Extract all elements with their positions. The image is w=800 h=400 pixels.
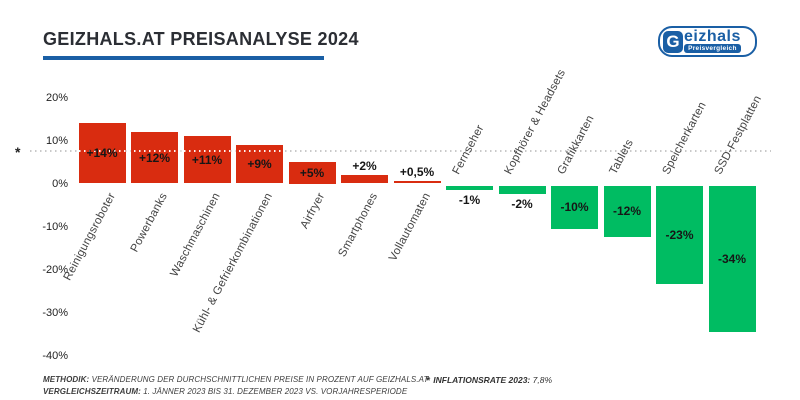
bar-value-label: +9% xyxy=(247,157,272,172)
y-axis-tick-label: -40% xyxy=(42,349,68,362)
inflation-footnote: * INFLATIONSRATE 2023: 7,8% xyxy=(426,375,552,387)
bar-value-label: -23% xyxy=(665,227,694,242)
y-axis-tick-label: -20% xyxy=(42,263,68,276)
category-label: Powerbanks xyxy=(128,191,171,255)
zeitraum-line: VERGLEICHSZEITRAUM: 1. JÄNNER 2023 BIS 3… xyxy=(43,386,428,398)
bar-value-label: +14% xyxy=(86,146,118,161)
bar xyxy=(498,185,546,195)
bar-value-label: +12% xyxy=(138,150,171,165)
category-label: Reinigungsroboter xyxy=(61,191,118,283)
bar xyxy=(603,185,651,238)
title-underline xyxy=(43,56,324,60)
y-axis-tick-label: 10% xyxy=(45,134,68,147)
category-label: Kopfhörer & Headsets xyxy=(502,67,569,177)
y-axis-tick-label: -30% xyxy=(42,306,68,319)
bar-value-label: -12% xyxy=(612,204,641,219)
category-label: Speicherkarten xyxy=(660,100,709,177)
inflation-reference-line-overlay xyxy=(78,150,283,152)
footnote-asterisk: * xyxy=(426,375,431,387)
logo-g-icon: G xyxy=(663,30,683,53)
category-label: Vollautomaten xyxy=(386,191,433,264)
inflation-asterisk: * xyxy=(15,144,21,160)
methodik-label: METHODIK: xyxy=(43,375,90,384)
y-axis-tick-label: 20% xyxy=(45,91,68,104)
logo-tagline: Preisvergleich xyxy=(684,44,741,53)
page-title: GEIZHALS.AT PREISANALYSE 2024 xyxy=(43,29,359,49)
geizhals-logo: G eizhals Preisvergleich xyxy=(658,26,757,57)
footnote-label: INFLATIONSRATE 2023: xyxy=(433,375,531,385)
methodik-line: METHODIK: VERÄNDERUNG DER DURCHSCHNITTLI… xyxy=(43,374,428,386)
category-label: Smartphones xyxy=(336,191,381,259)
zeitraum-text: 1. JÄNNER 2023 BIS 31. DEZEMBER 2023 VS.… xyxy=(143,386,408,396)
bar xyxy=(183,136,231,184)
y-axis-tick-label: 0% xyxy=(52,177,68,190)
bar-value-label: -1% xyxy=(458,192,481,207)
bar xyxy=(131,131,178,184)
bar xyxy=(78,123,126,184)
bar xyxy=(393,181,441,184)
bar-value-label: +2% xyxy=(352,158,377,173)
bar-value-label: +11% xyxy=(191,152,223,167)
bar xyxy=(551,185,598,229)
footnote-value: 7,8% xyxy=(532,375,553,385)
bar-value-label: +5% xyxy=(299,165,325,180)
bar-value-label: -10% xyxy=(560,200,589,214)
bar-value-label: +0,5% xyxy=(399,165,435,180)
category-label: SSD-Festplatten xyxy=(712,93,765,177)
logo-text-group: eizhals Preisvergleich xyxy=(684,28,741,53)
inflation-reference-line xyxy=(30,150,771,152)
category-label: Grafikkarten xyxy=(555,113,597,177)
category-label: Tablets xyxy=(607,137,636,177)
logo-name: eizhals xyxy=(684,28,741,45)
footer: METHODIK: VERÄNDERUNG DER DURCHSCHNITTLI… xyxy=(43,374,428,397)
bar-value-label: -2% xyxy=(511,197,533,212)
bar xyxy=(708,185,756,332)
zeitraum-label: VERGLEICHSZEITRAUM: xyxy=(43,386,141,396)
bar xyxy=(288,162,336,184)
bar xyxy=(341,174,388,184)
y-axis-tick-label: -10% xyxy=(42,220,68,233)
bar-value-label: -34% xyxy=(717,251,746,266)
bar xyxy=(656,185,703,285)
category-label: Airfryer xyxy=(298,191,328,231)
methodik-text: VERÄNDERUNG DER DURCHSCHNITTLICHEN PREIS… xyxy=(91,375,429,384)
category-label: Waschmaschinen xyxy=(168,191,223,279)
bar xyxy=(446,185,493,190)
